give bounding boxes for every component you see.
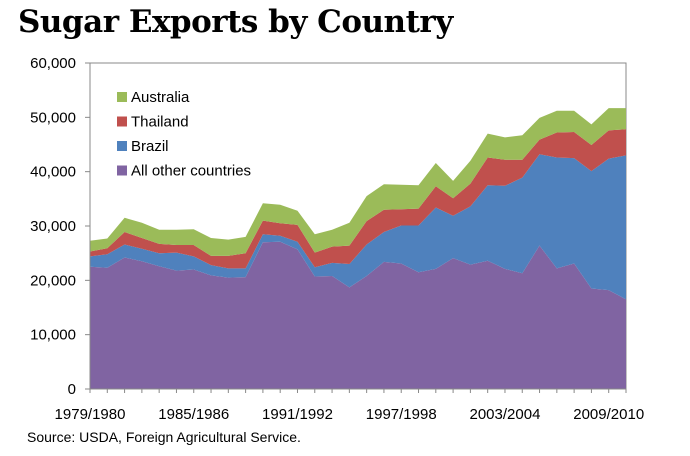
y-tick-label: 60,000 <box>30 55 76 72</box>
y-tick-label: 0 <box>68 381 76 398</box>
legend-swatch-brazil <box>117 141 127 151</box>
legend-swatch-thailand <box>117 116 127 127</box>
area-series-brazil <box>90 154 626 300</box>
y-tick-label: 40,000 <box>30 164 76 181</box>
legend-label-all-other-countries: All other countries <box>131 163 251 180</box>
x-tick-label: 1991/1992 <box>262 406 333 423</box>
chart-title: Sugar Exports by Country <box>18 4 453 40</box>
legend-label-brazil: Brazil <box>131 138 169 155</box>
y-tick-label: 30,000 <box>30 218 76 235</box>
plot-area <box>89 62 627 390</box>
x-tick-label: 1985/1986 <box>158 406 229 423</box>
x-tick-label: 1997/1998 <box>366 406 437 423</box>
y-axis: 0 10,000 20,000 30,000 40,000 50,000 60,000 <box>30 55 91 398</box>
area-series-all-other-countries <box>90 241 626 389</box>
area-series-thailand <box>90 129 626 269</box>
legend-swatch-all-other-countries <box>117 165 127 176</box>
y-tick-label: 50,000 <box>30 109 76 126</box>
x-tick-label: 1979/1980 <box>55 406 126 423</box>
x-tick-label: 2009/2010 <box>573 406 644 423</box>
legend-label-thailand: Thailand <box>131 114 189 131</box>
y-tick-label: 10,000 <box>30 327 76 344</box>
x-axis: 1979/1980 1985/1986 1991/1992 1997/1998 2003… <box>55 388 644 423</box>
legend: Australia Thailand Brazil All other countri… <box>117 89 251 180</box>
source-note: Source: USDA, Foreign Agricultural Servi… <box>27 429 301 445</box>
legend-swatch-australia <box>117 92 127 102</box>
y-tick-label: 20,000 <box>30 272 76 289</box>
x-tick-label: 2003/2004 <box>470 406 541 423</box>
legend-label-australia: Australia <box>131 89 190 106</box>
area-series-australia <box>90 108 626 256</box>
